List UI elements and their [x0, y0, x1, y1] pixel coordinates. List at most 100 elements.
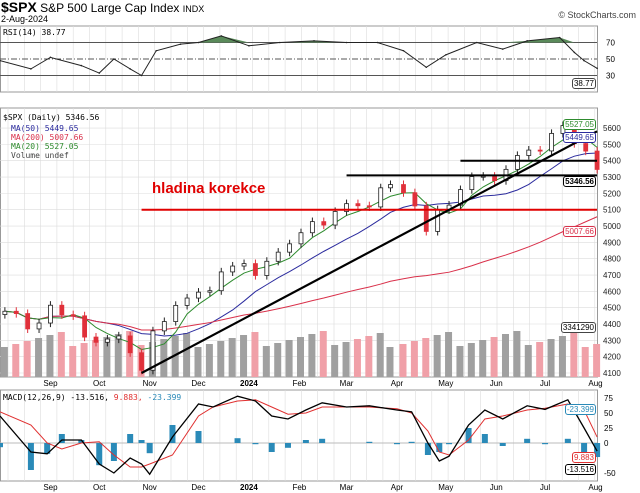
price-tick-label: 4400	[603, 320, 621, 329]
candle	[207, 290, 213, 293]
candle	[82, 315, 88, 338]
rsi-point	[313, 40, 315, 42]
chart-date: 2-Aug-2024	[1, 14, 49, 24]
rsi-overbought-fill	[0, 35, 598, 43]
rsi-tick-label: 70	[606, 39, 615, 48]
volume-bar	[524, 345, 532, 377]
macd-legend-part: 9.883,	[114, 393, 148, 402]
rsi-point	[30, 68, 32, 70]
price-tick-label: 4800	[603, 255, 621, 264]
rsi-point	[179, 43, 182, 45]
x-tick-label: Aug	[588, 379, 602, 388]
candle	[458, 189, 463, 206]
volume-bar	[331, 345, 339, 377]
price-tick-label: 5400	[603, 157, 621, 166]
x-tick-label: Oct	[93, 483, 106, 492]
price-tick-label: 4700	[603, 271, 621, 280]
rsi-point	[345, 41, 348, 44]
x-tick-label: Sep	[43, 483, 58, 492]
hist-badge: -23.399	[564, 404, 596, 415]
candle	[423, 205, 429, 232]
volume-bar	[376, 333, 384, 377]
x-tick-label: 2024	[240, 483, 258, 492]
x-tick-label: Apr	[391, 379, 404, 388]
signal-badge: 9.883	[571, 452, 596, 463]
exchange: INDX	[182, 4, 205, 14]
macd-legend-part: MACD(12,26,9) -13.516,	[3, 393, 114, 402]
brand-watermark: © StockCharts.com	[558, 10, 636, 20]
price-tick-label: 5200	[603, 189, 621, 198]
macd-histogram-bar	[393, 443, 400, 445]
candle	[241, 263, 247, 267]
volume-bar	[12, 344, 20, 377]
volume-bar	[456, 346, 464, 377]
rsi-point	[49, 56, 52, 59]
price-tick-label: 5000	[603, 222, 621, 231]
volume-bar	[0, 347, 8, 377]
volume-legend: Volume undef	[11, 151, 69, 160]
ma-line-1	[4, 216, 598, 331]
rsi-tick-label: 30	[606, 72, 615, 81]
macd-histogram-bar	[234, 438, 241, 443]
index-name: S&P 500 Large Cap Index	[40, 1, 180, 15]
x-tick-label: Mar	[340, 379, 354, 388]
macd-histogram-bar	[408, 441, 415, 443]
candle	[196, 291, 201, 299]
volume-bar	[547, 339, 555, 377]
candle	[514, 155, 520, 170]
macd-line	[0, 395, 598, 476]
x-tick-label: Sep	[43, 379, 58, 388]
rsi-point	[501, 48, 504, 50]
candle	[48, 304, 53, 324]
rsi-point	[425, 66, 428, 69]
rsi-point	[402, 49, 405, 52]
rsi-point	[444, 54, 447, 56]
rsi-point	[155, 49, 157, 52]
price-tick-label: 4600	[603, 287, 621, 296]
annotation-text: hladina korekce	[152, 180, 266, 197]
volume-bar	[342, 342, 350, 377]
volume-bar	[490, 337, 498, 377]
x-tick-label: Jun	[490, 379, 503, 388]
x-tick-label: May	[438, 483, 453, 492]
candle	[332, 211, 338, 226]
volume-bar	[57, 332, 65, 377]
macd-histogram-bar	[284, 443, 291, 448]
candle	[139, 352, 144, 371]
rsi-point	[129, 68, 131, 70]
macd-histogram-bar	[542, 443, 549, 445]
chart-title: $SPX S&P 500 Large Cap Index INDX	[1, 0, 204, 16]
macd-histogram-bar	[195, 431, 202, 443]
candle	[355, 203, 361, 207]
macd-histogram-bar	[268, 443, 275, 452]
price-tick-label: 4500	[603, 304, 621, 313]
rsi-point	[279, 41, 281, 44]
volume-bar	[46, 335, 54, 377]
price-tick-label: 4200	[603, 353, 621, 362]
macd-histogram-bar	[252, 443, 259, 445]
volume-bar	[23, 341, 31, 377]
volume-bar	[308, 334, 316, 377]
candle	[583, 143, 589, 152]
volume-bar	[114, 334, 122, 377]
candle	[230, 265, 236, 273]
volume-bar	[570, 333, 578, 377]
rsi-point	[526, 40, 528, 42]
rsi-point	[376, 41, 379, 44]
last-price-badge: 5346.56	[563, 176, 596, 187]
rsi-point	[475, 41, 478, 44]
candle	[435, 209, 441, 232]
price-tick-label: 5500	[603, 140, 621, 149]
candle	[173, 304, 179, 322]
x-tick-label: Jul	[540, 379, 550, 388]
candle	[469, 176, 475, 191]
macd-histogram-bar	[302, 440, 309, 443]
volume-bar	[399, 344, 407, 377]
macd-histogram-bar	[499, 443, 506, 446]
volume-bar	[262, 346, 270, 377]
volume-bar	[536, 342, 544, 377]
macd-signal-line	[0, 399, 598, 468]
candle	[161, 321, 167, 332]
